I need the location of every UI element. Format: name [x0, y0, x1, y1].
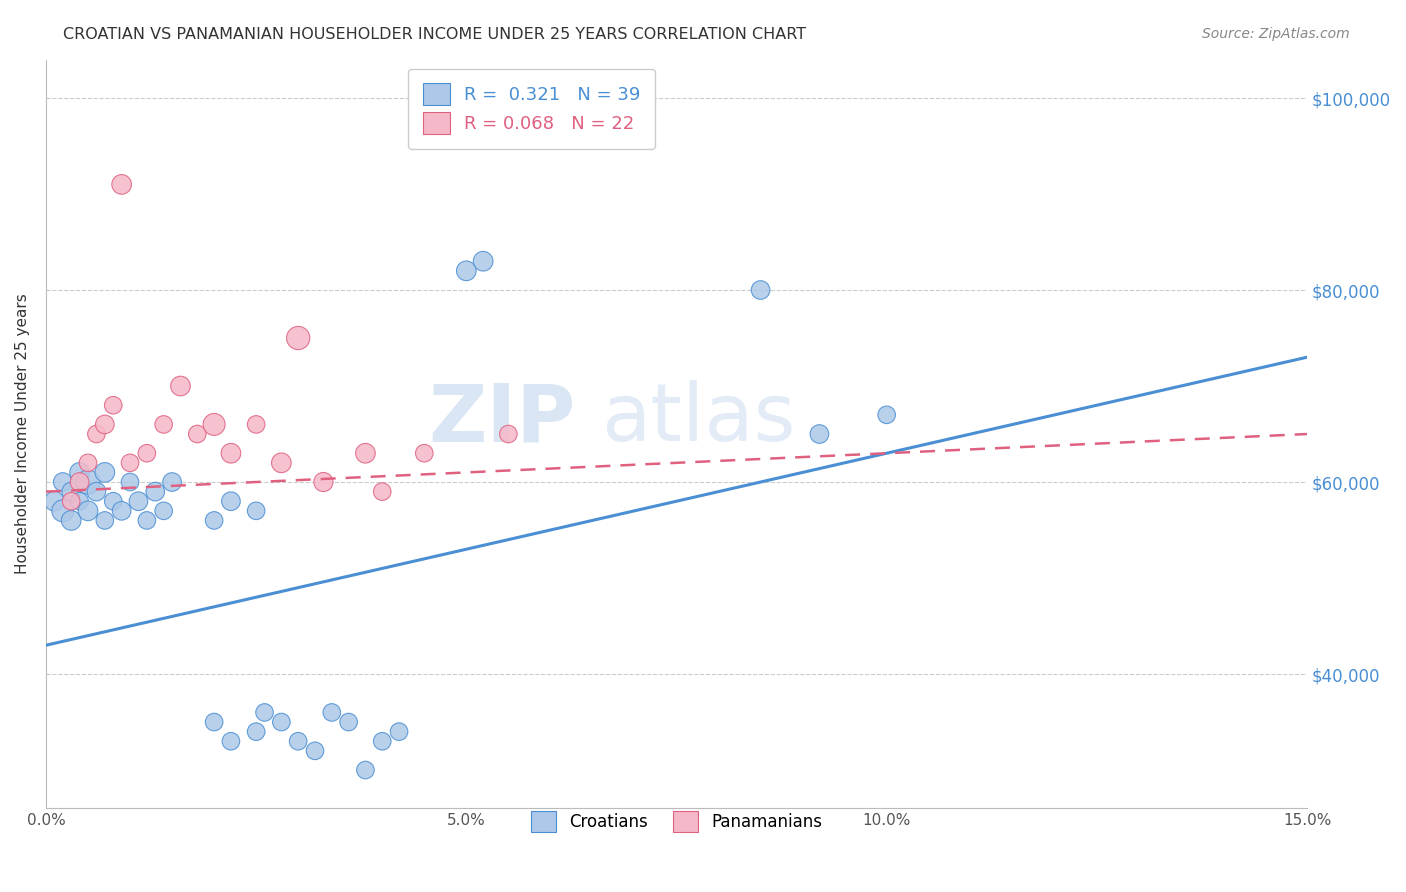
Point — [287, 331, 309, 345]
Point — [354, 763, 377, 777]
Point — [388, 724, 411, 739]
Point — [169, 379, 191, 393]
Point — [94, 513, 117, 527]
Text: ZIP: ZIP — [429, 380, 575, 458]
Point — [371, 734, 394, 748]
Point — [143, 484, 166, 499]
Point — [219, 734, 242, 748]
Point — [253, 706, 276, 720]
Point — [86, 427, 108, 442]
Point — [135, 446, 157, 460]
Point — [118, 456, 141, 470]
Point — [152, 504, 174, 518]
Point — [135, 513, 157, 527]
Point — [498, 427, 520, 442]
Point — [160, 475, 183, 489]
Point — [287, 734, 309, 748]
Point — [127, 494, 149, 508]
Point — [371, 484, 394, 499]
Text: CROATIAN VS PANAMANIAN HOUSEHOLDER INCOME UNDER 25 YEARS CORRELATION CHART: CROATIAN VS PANAMANIAN HOUSEHOLDER INCOM… — [63, 27, 807, 42]
Point — [202, 417, 225, 432]
Point — [60, 494, 83, 508]
Point — [86, 484, 108, 499]
Point — [245, 504, 267, 518]
Point — [202, 714, 225, 729]
Point — [77, 456, 100, 470]
Point — [337, 714, 360, 729]
Legend: Croatians, Panamanians: Croatians, Panamanians — [517, 798, 835, 845]
Point — [52, 504, 75, 518]
Point — [749, 283, 772, 297]
Point — [60, 484, 83, 499]
Point — [60, 513, 83, 527]
Point — [245, 724, 267, 739]
Point — [312, 475, 335, 489]
Point — [270, 456, 292, 470]
Point — [808, 427, 831, 442]
Point — [69, 494, 91, 508]
Point — [270, 714, 292, 729]
Point — [245, 417, 267, 432]
Point — [219, 494, 242, 508]
Point — [321, 706, 343, 720]
Point — [94, 417, 117, 432]
Point — [103, 398, 125, 412]
Y-axis label: Householder Income Under 25 years: Householder Income Under 25 years — [15, 293, 30, 574]
Point — [111, 178, 134, 192]
Point — [103, 494, 125, 508]
Point — [186, 427, 208, 442]
Point — [77, 504, 100, 518]
Point — [69, 466, 91, 480]
Text: atlas: atlas — [600, 380, 796, 458]
Point — [354, 446, 377, 460]
Point — [111, 504, 134, 518]
Point — [152, 417, 174, 432]
Point — [118, 475, 141, 489]
Point — [304, 744, 326, 758]
Point — [456, 264, 478, 278]
Point — [876, 408, 898, 422]
Point — [219, 446, 242, 460]
Point — [413, 446, 436, 460]
Point — [77, 475, 100, 489]
Point — [472, 254, 495, 268]
Text: Source: ZipAtlas.com: Source: ZipAtlas.com — [1202, 27, 1350, 41]
Point — [69, 475, 91, 489]
Point — [202, 513, 225, 527]
Point — [52, 475, 75, 489]
Point — [44, 494, 66, 508]
Point — [94, 466, 117, 480]
